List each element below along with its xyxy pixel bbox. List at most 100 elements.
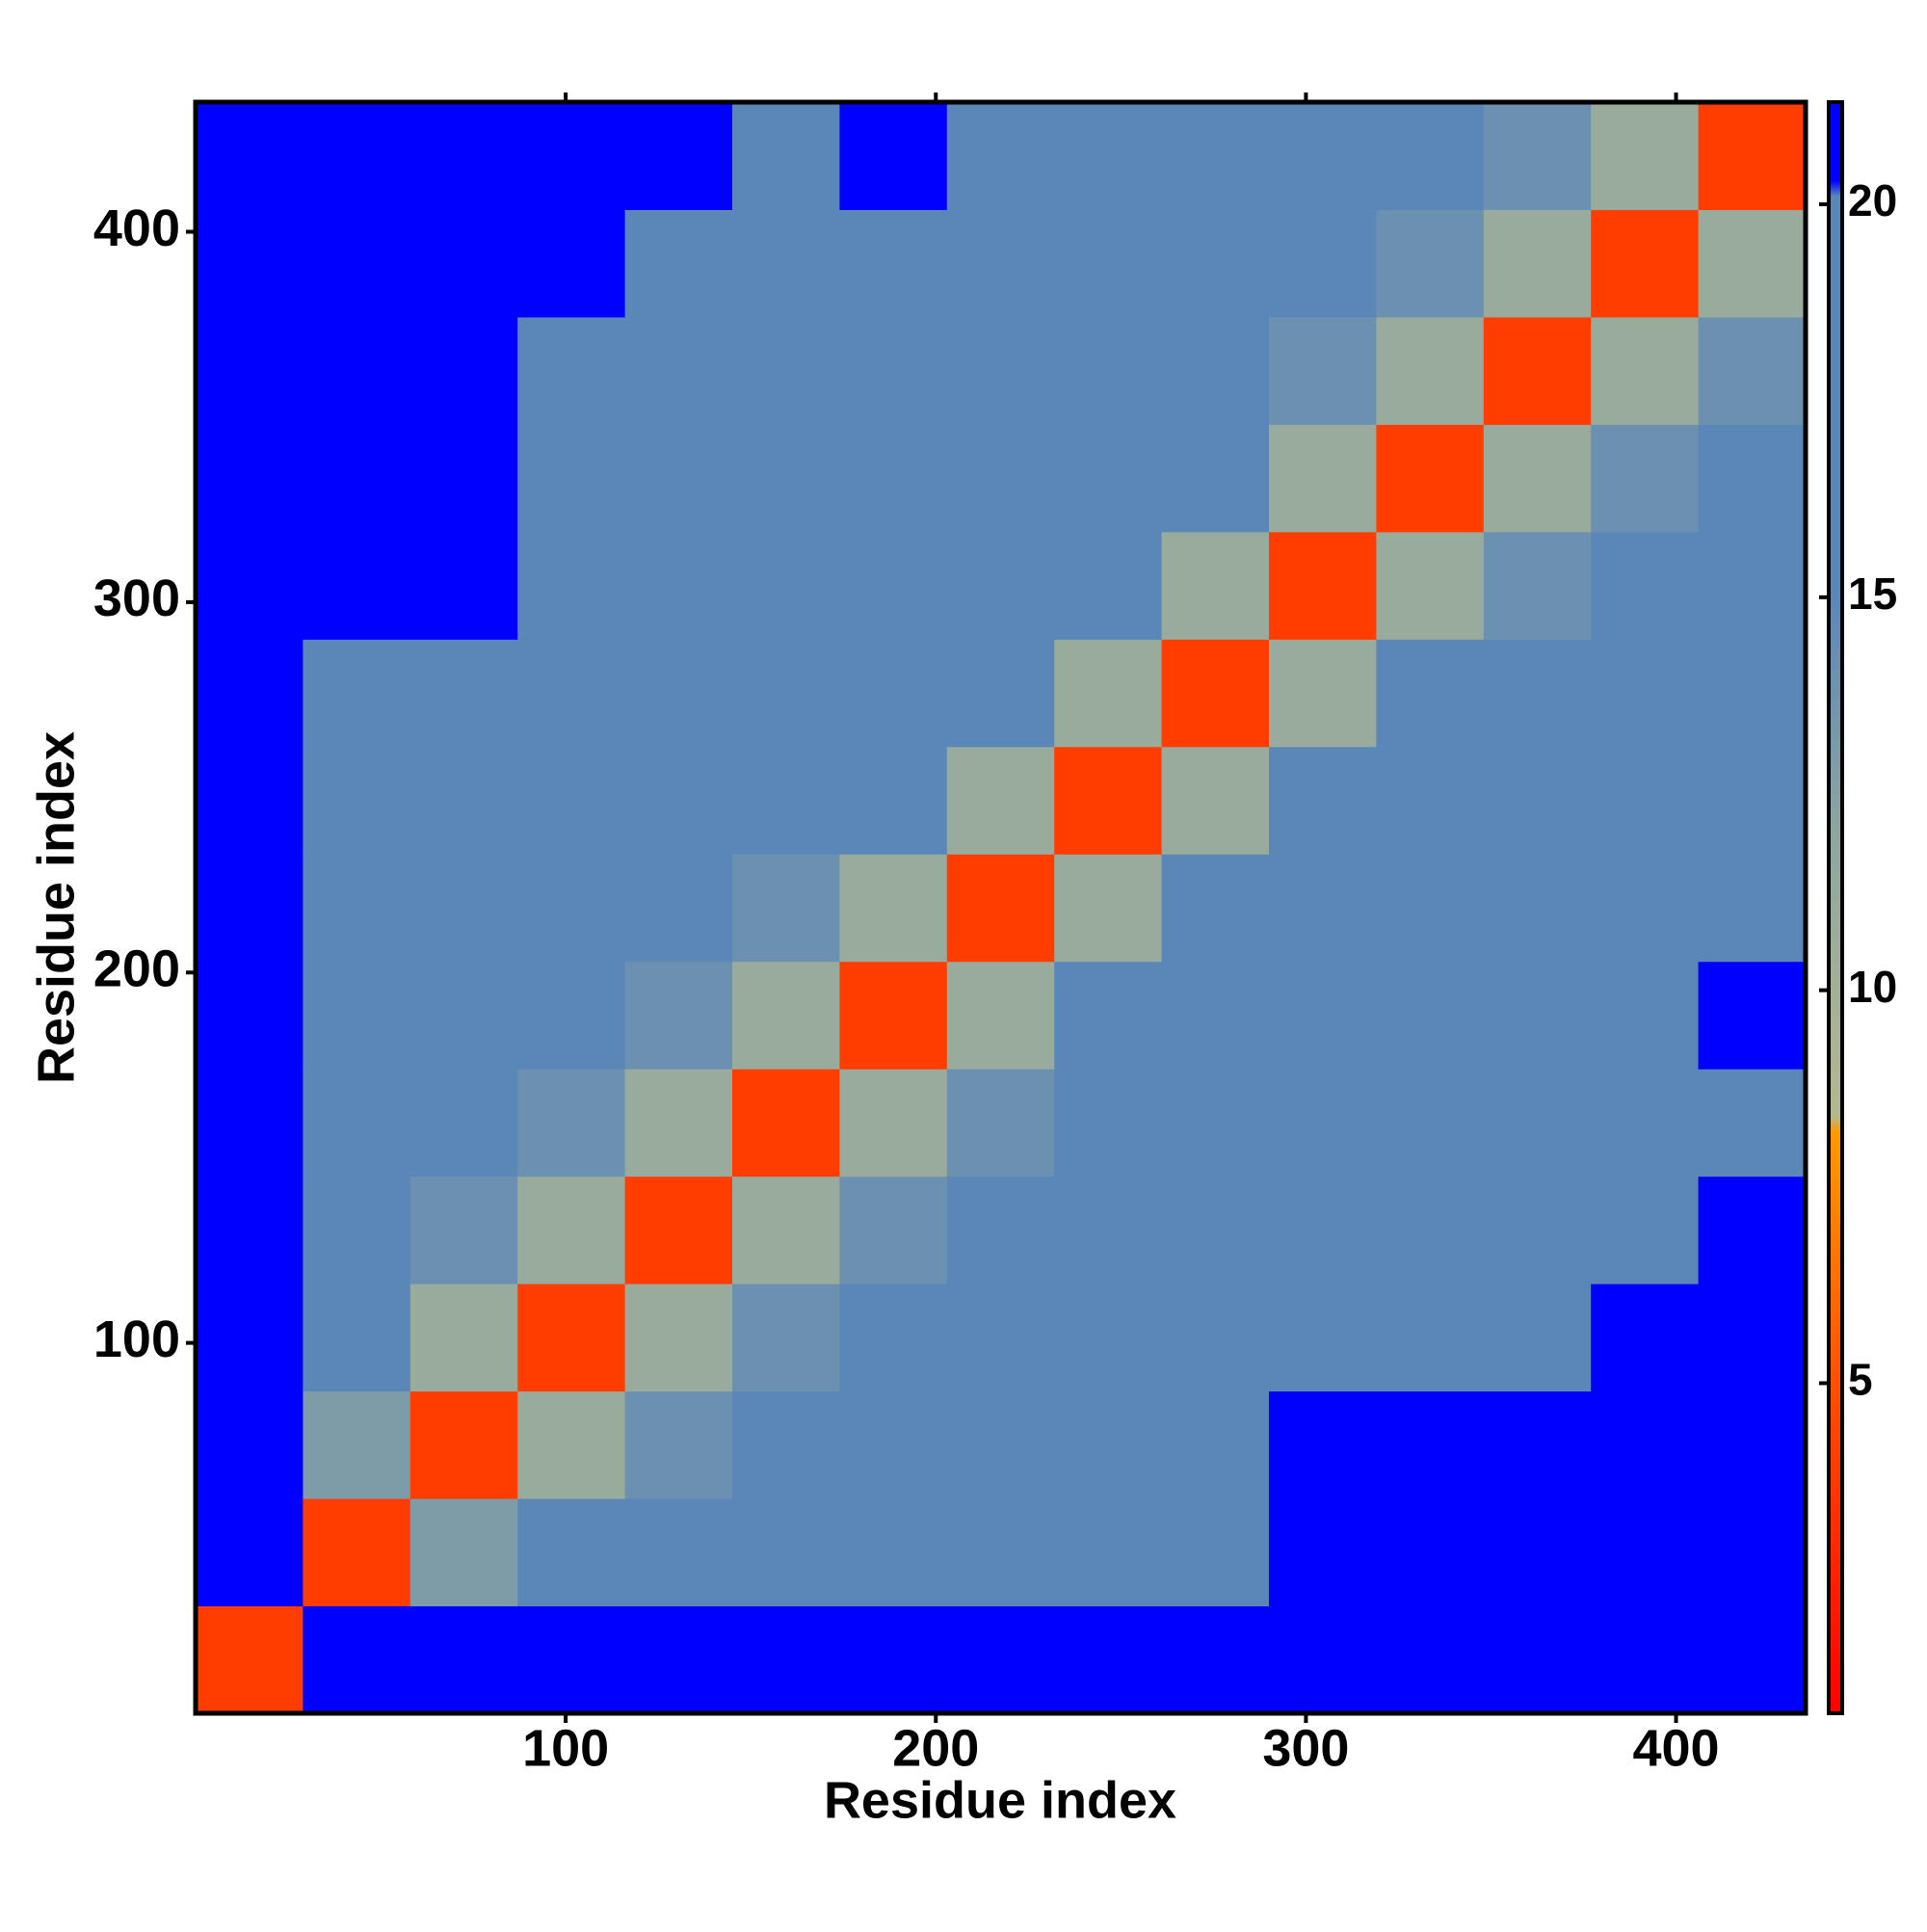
heatmap-cell xyxy=(624,424,733,533)
heatmap-cell xyxy=(1376,531,1485,640)
heatmap-cell xyxy=(624,1284,733,1392)
heatmap-cell xyxy=(303,639,411,748)
heatmap-cell xyxy=(1269,1605,1377,1714)
heatmap-cell xyxy=(839,1069,948,1178)
heatmap-cell xyxy=(1054,1498,1163,1607)
heatmap-cell xyxy=(1591,424,1700,533)
heatmap-cell xyxy=(196,424,304,533)
heatmap-cell xyxy=(839,1605,948,1714)
heatmap-cell xyxy=(732,746,840,855)
heatmap-cell xyxy=(1376,1284,1485,1392)
heatmap-cell xyxy=(946,1605,1055,1714)
heatmap-cell xyxy=(946,1069,1055,1178)
heatmap-cell xyxy=(1269,746,1377,855)
heatmap-cell xyxy=(1698,424,1807,533)
heatmap-cell xyxy=(1054,531,1163,640)
heatmap-cell xyxy=(1483,639,1592,748)
heatmap-cell xyxy=(946,424,1055,533)
heatmap-cell xyxy=(1054,961,1163,1070)
heatmap-cell xyxy=(1054,209,1163,318)
heatmap-cell xyxy=(409,424,518,533)
heatmap-cell xyxy=(303,1390,411,1499)
heatmap-cell xyxy=(517,639,626,748)
heatmap-cell xyxy=(409,1498,518,1607)
heatmap-cell xyxy=(303,316,411,425)
heatmap-cell xyxy=(624,639,733,748)
heatmap-cell xyxy=(303,961,411,1070)
heatmap-cell xyxy=(1698,1069,1807,1178)
heatmap-cell xyxy=(303,1284,411,1392)
heatmap-cell xyxy=(517,209,626,318)
heatmap-cell xyxy=(732,1498,840,1607)
heatmap-cell xyxy=(839,961,948,1070)
heatmap-cell xyxy=(409,102,518,210)
heatmap-cell xyxy=(1591,961,1700,1070)
heatmap-cell xyxy=(1161,1605,1270,1714)
heatmap-cell xyxy=(1054,854,1163,963)
colorbar-tick-label: 10 xyxy=(1848,962,1897,1012)
heatmap-cell xyxy=(1376,209,1485,318)
heatmap-cell xyxy=(1698,1498,1807,1607)
heatmap-cell xyxy=(303,531,411,640)
heatmap-cell xyxy=(1698,746,1807,855)
heatmap-cell xyxy=(1269,424,1377,533)
heatmap-cell xyxy=(1376,639,1485,748)
heatmap-cell xyxy=(1054,1069,1163,1178)
heatmap-cell xyxy=(1376,1498,1485,1607)
heatmap-cell xyxy=(1483,1069,1592,1178)
heatmap-cell xyxy=(196,1605,304,1714)
heatmap-cell xyxy=(1483,424,1592,533)
colorbar-tick-label: 20 xyxy=(1848,175,1897,225)
heatmap-cell xyxy=(517,746,626,855)
heatmap-cell xyxy=(839,746,948,855)
heatmap-cell xyxy=(1698,1176,1807,1284)
heatmap-cell xyxy=(624,854,733,963)
heatmap-cell xyxy=(196,1069,304,1178)
heatmap-cell xyxy=(1591,639,1700,748)
heatmap-cell xyxy=(517,531,626,640)
heatmap-cell xyxy=(409,531,518,640)
heatmap-cell xyxy=(409,1176,518,1284)
heatmap-cell xyxy=(1161,424,1270,533)
heatmap-cell xyxy=(517,1069,626,1178)
heatmap-cell xyxy=(732,961,840,1070)
heatmap-cell xyxy=(732,102,840,210)
heatmap-cell xyxy=(1054,1605,1163,1714)
heatmap-cell xyxy=(1269,1498,1377,1607)
heatmap-cell xyxy=(732,1069,840,1178)
heatmap-cell xyxy=(946,102,1055,210)
heatmap-cell xyxy=(1161,102,1270,210)
heatmap-cell xyxy=(946,639,1055,748)
heatmap-cell xyxy=(1269,639,1377,748)
heatmap-cell xyxy=(409,961,518,1070)
heatmap-cell xyxy=(1269,1069,1377,1178)
heatmap-cell xyxy=(946,746,1055,855)
y-axis-title: Residue index xyxy=(27,731,85,1084)
heatmap-cell xyxy=(1483,1176,1592,1284)
heatmap-cell xyxy=(624,1498,733,1607)
heatmap-cell xyxy=(517,961,626,1070)
heatmap-cell xyxy=(1161,854,1270,963)
heatmap-cell xyxy=(1269,531,1377,640)
heatmap-cell xyxy=(1483,1390,1592,1499)
heatmap-cell xyxy=(196,102,304,210)
heatmap-cell xyxy=(196,1284,304,1392)
heatmap-cell xyxy=(409,1069,518,1178)
heatmap-cell xyxy=(1376,316,1485,425)
heatmap-cell xyxy=(1591,1284,1700,1392)
heatmap-cell xyxy=(1591,209,1700,318)
heatmap-cell xyxy=(1698,961,1807,1070)
heatmap-cell xyxy=(839,639,948,748)
heatmap-cell xyxy=(1698,531,1807,640)
heatmap-cell xyxy=(1483,102,1592,210)
plot-frame xyxy=(193,99,1808,1716)
heatmap-cell xyxy=(1483,961,1592,1070)
heatmap-cell xyxy=(303,209,411,318)
heatmap-cell xyxy=(946,531,1055,640)
heatmap-cell xyxy=(409,209,518,318)
heatmap-cell xyxy=(624,1390,733,1499)
heatmap-cell xyxy=(1591,1176,1700,1284)
y-tick-label: 400 xyxy=(93,199,180,257)
heatmap-cell xyxy=(946,316,1055,425)
